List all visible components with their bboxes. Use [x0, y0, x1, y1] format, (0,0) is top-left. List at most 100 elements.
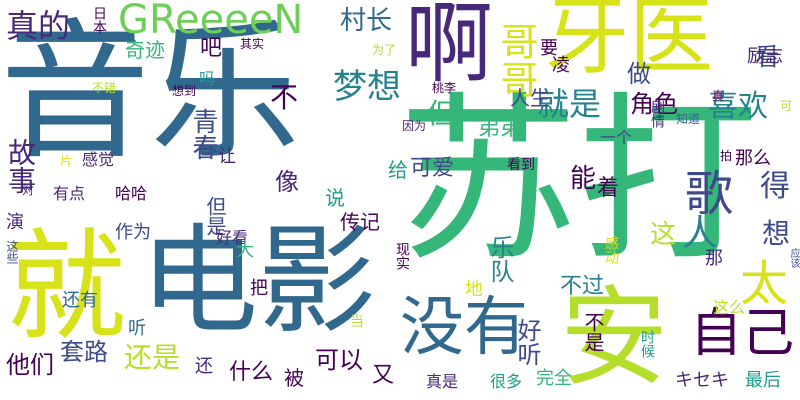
word-buguo: 不过 [560, 274, 605, 299]
word-ma: 吗 [196, 70, 215, 86]
word-yao: 要 [540, 38, 558, 59]
word-jiaose: 角色 [630, 90, 678, 118]
word-dianying: 电影 [140, 212, 377, 350]
word-mengxiang: 梦想 [333, 67, 401, 107]
word-dan: 但 [427, 97, 456, 130]
word-an: 安 [560, 276, 669, 400]
word-keai: 可爱 [410, 156, 455, 181]
word-zhidao: 知道 [676, 112, 701, 126]
word-qishi: 其实 [240, 37, 265, 51]
word-youdian: 有点 [53, 184, 86, 203]
word-taolu: 套路 [60, 338, 108, 366]
word-yige: 一个 [600, 128, 633, 147]
word-shihou: 时候 [639, 330, 655, 358]
word-haiyou: 还有 [62, 290, 98, 311]
word-sudaa: 苏打 [398, 77, 759, 286]
word-ge: 歌 [685, 166, 734, 222]
word-gushi: 故事 [4, 138, 37, 194]
word-jiu: 就 [6, 218, 126, 357]
word-zuowei: 作为 [115, 222, 151, 243]
word-zuo: 做 [627, 60, 651, 88]
word-juqing: 剧情 [649, 100, 665, 128]
word-zhe2: 着 [597, 176, 620, 201]
word-zhende: 真的 [6, 7, 71, 45]
word-tamen: 他们 [6, 351, 54, 379]
word-dui: 对 [22, 183, 35, 197]
word-ganjue: 感觉 [82, 150, 115, 169]
word-xiang1: 想 [762, 217, 791, 250]
word-ren: 人 [682, 213, 719, 254]
word-yinwei: 因为 [402, 119, 427, 133]
word-pian: 片 [60, 154, 73, 168]
word-didi: 弟弟 [478, 116, 523, 141]
word-kandao: 看到 [507, 157, 535, 173]
word-zuihou: 最后 [745, 370, 781, 391]
word-ri: 日本 [91, 6, 107, 34]
word-buchuo: 不错 [92, 81, 117, 95]
word-de: 得 [760, 169, 790, 204]
word-xihuan: 喜欢 [708, 89, 768, 124]
word-hahaha: 哈哈 [115, 184, 148, 203]
word-ling: 凌 [552, 55, 570, 76]
word-xiangdao: 想到 [172, 84, 197, 98]
word-sheng: 这些 [5, 240, 19, 264]
word-jiushi: 就是 [537, 85, 602, 123]
word-ziji: 自己 [690, 304, 795, 364]
word-da: 大 [236, 240, 254, 261]
word-yinggai: 应该 [788, 248, 799, 268]
word-ke: 可 [780, 99, 793, 113]
word-haishi: 还是 [124, 341, 181, 374]
word-qingchun: 青春 [188, 108, 218, 160]
word-nameme: 那么 [735, 148, 771, 169]
word-wanquan: 完全 [536, 368, 572, 389]
word-tai: 太 [740, 256, 789, 312]
word-qiji: 奇迹 [125, 38, 165, 62]
word-shenme: 什么 [229, 360, 274, 385]
word-lizhi: 励志 [747, 46, 783, 67]
word-taoli: 桃李 [432, 81, 457, 95]
word-haoting: 好听 [513, 318, 541, 366]
word-cunzhang: 村长 [340, 6, 393, 36]
word-na: 那 [705, 248, 723, 269]
word-meiyou: 没有 [400, 291, 528, 365]
word-kan: 看 [755, 43, 779, 71]
word-gege: 哥哥 [494, 22, 538, 98]
word-keyi: 可以 [315, 346, 363, 374]
word-henduo: 很多 [490, 372, 523, 391]
word-yan: 演 [6, 212, 24, 233]
word-ganjue2: 感动 [603, 236, 619, 264]
word-weile: 为了 [372, 43, 397, 57]
word-zhen: 真 [712, 89, 725, 103]
word-shuo: 说 [325, 186, 345, 210]
word-you2: 又 [372, 363, 395, 388]
word-yinyue: 音乐 [0, 6, 301, 180]
word-zhenshi: 真是 [426, 372, 459, 391]
word-yuedui: 乐队 [486, 235, 514, 283]
word-neng: 能 [570, 164, 597, 194]
word-kisaki: キセキ [675, 370, 729, 391]
word-a: 啊 [405, 0, 494, 95]
word-xianshi: 现实 [394, 242, 410, 270]
word-bu: 不 [270, 81, 299, 114]
word-ba: 吧 [200, 36, 223, 61]
word-rang: 让 [218, 146, 236, 167]
word-gei: 给 [388, 158, 408, 182]
word-ba2: 把 [250, 278, 268, 299]
word-bei: 被 [284, 366, 304, 390]
word-yayi: 牙医 [545, 0, 714, 86]
word-renshen: 人生 [510, 86, 550, 110]
word-zheme: 这么 [713, 298, 746, 317]
word-zhe: 这 [650, 220, 677, 250]
word-xiang2: 像 [275, 168, 299, 196]
word-di: 地 [465, 279, 483, 300]
word-huan: 还 [195, 356, 213, 377]
word-hao: 好看 [216, 228, 249, 247]
word-pai: 拍 [720, 149, 733, 163]
word-dandian: 但是 [203, 196, 227, 236]
word-bushi: 不是 [581, 312, 605, 352]
word-greeeen: GReeeeN [118, 0, 304, 43]
word-ting: 听 [128, 318, 146, 339]
word-zhuanji: 传记 [340, 210, 380, 234]
word-dang: 当 [350, 314, 364, 330]
